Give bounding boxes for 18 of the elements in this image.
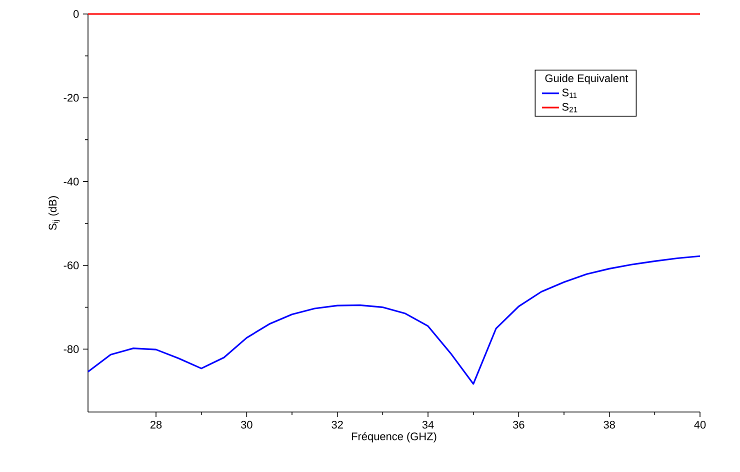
- y-axis-title: S$_{ij}$ (dB): [48, 196, 60, 230]
- legend-title: Guide Equivalent: [545, 74, 628, 84]
- legend-label: S$_{11}$: [562, 88, 577, 98]
- x-axis-title: Fréquence (GHZ): [352, 432, 436, 442]
- x-tick-label: 34: [422, 420, 434, 429]
- x-tick-label: 30: [241, 420, 252, 429]
- y-tick-label: -60: [64, 261, 79, 270]
- x-tick-label: 40: [694, 420, 706, 429]
- x-tick-label: 36: [513, 420, 524, 429]
- line-series: [87, 255, 701, 385]
- legend-label: S$_{21}$: [562, 102, 578, 112]
- y-tick-label: -80: [64, 345, 79, 354]
- y-tick-label: -20: [64, 94, 79, 102]
- y-tick-label: 0: [73, 10, 79, 18]
- y-tick-label: -40: [64, 178, 79, 186]
- x-tick-label: 32: [332, 420, 343, 429]
- x-tick-label: 28: [150, 420, 162, 429]
- x-tick-label: 38: [604, 420, 615, 429]
